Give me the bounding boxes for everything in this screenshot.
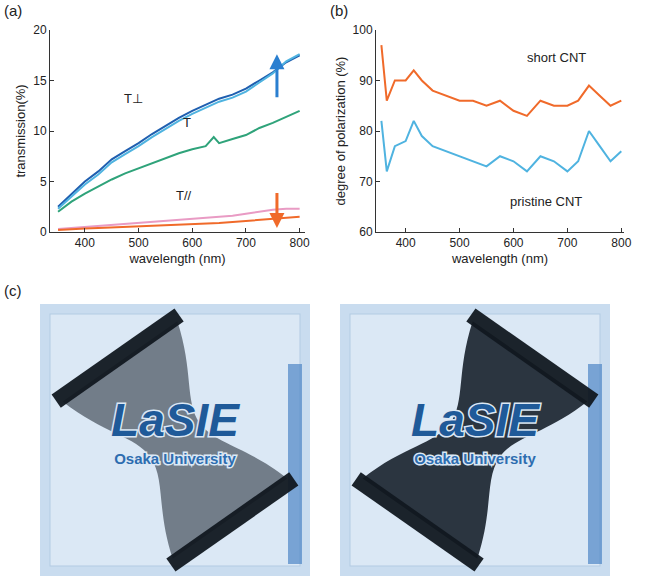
svg-text:T⊥: T⊥ [124, 91, 143, 106]
svg-text:transmission(%): transmission(%) [13, 84, 28, 177]
svg-text:600: 600 [503, 236, 523, 250]
svg-text:400: 400 [396, 236, 416, 250]
svg-text:5: 5 [40, 175, 47, 189]
html-text:(c): (c) [4, 282, 22, 299]
svg-text:600: 600 [182, 236, 202, 250]
svg-text:500: 500 [450, 236, 470, 250]
svg-text:80: 80 [359, 124, 373, 138]
svg-text:500: 500 [129, 236, 149, 250]
svg-text:70: 70 [359, 175, 373, 189]
svg-text:800: 800 [290, 236, 310, 250]
svg-text:T: T [183, 115, 191, 130]
svg-text:700: 700 [236, 236, 256, 250]
svg-text:90: 90 [359, 74, 373, 88]
svg-text:400: 400 [75, 236, 95, 250]
html-text:(a): (a) [4, 2, 23, 19]
svg-text:10: 10 [33, 124, 47, 138]
svg-text:LaSIE: LaSIE [411, 394, 540, 446]
svg-text:800: 800 [611, 236, 631, 250]
svg-text:0: 0 [40, 225, 47, 239]
svg-text:Osaka University: Osaka University [114, 450, 236, 467]
svg-text:degree of polarization (%): degree of polarization (%) [333, 57, 348, 206]
svg-text:wavelength (nm): wavelength (nm) [128, 251, 225, 266]
svg-text:Osaka University: Osaka University [414, 450, 536, 467]
svg-text:60: 60 [359, 225, 373, 239]
svg-text:20: 20 [33, 23, 47, 37]
svg-text:15: 15 [33, 74, 47, 88]
svg-text:pristine CNT: pristine CNT [510, 194, 582, 209]
html-text:(b): (b) [330, 2, 349, 19]
svg-text:T//: T// [176, 188, 192, 203]
svg-text:700: 700 [557, 236, 577, 250]
svg-text:short CNT: short CNT [527, 50, 586, 65]
svg-text:wavelength (nm): wavelength (nm) [451, 251, 548, 266]
svg-text:LaSIE: LaSIE [111, 394, 240, 446]
svg-text:100: 100 [353, 23, 373, 37]
